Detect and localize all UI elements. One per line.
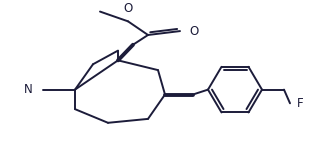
Text: O: O — [189, 25, 198, 38]
Text: F: F — [297, 97, 303, 110]
Text: N: N — [24, 83, 33, 96]
Text: O: O — [123, 2, 133, 16]
